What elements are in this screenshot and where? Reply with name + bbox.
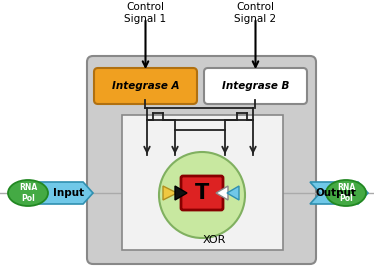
Text: Control
Signal 2: Control Signal 2 [234,2,276,24]
Ellipse shape [8,180,48,206]
Text: Input: Input [53,188,85,198]
Polygon shape [35,182,93,204]
Polygon shape [175,186,187,200]
Polygon shape [310,182,368,204]
FancyBboxPatch shape [204,68,307,104]
FancyBboxPatch shape [122,115,283,250]
Circle shape [159,152,245,238]
Polygon shape [216,186,228,200]
Text: T: T [195,183,209,203]
FancyBboxPatch shape [87,56,316,264]
Text: RNA
Pol: RNA Pol [19,183,37,203]
FancyBboxPatch shape [94,68,197,104]
FancyBboxPatch shape [181,176,223,210]
Polygon shape [163,186,177,200]
Ellipse shape [326,180,366,206]
Text: RNA
Pol: RNA Pol [337,183,355,203]
Text: XOR: XOR [202,235,226,245]
Text: Integrase B: Integrase B [222,81,289,91]
Polygon shape [227,186,239,200]
Text: Output: Output [316,188,356,198]
Text: Control
Signal 1: Control Signal 1 [125,2,166,24]
Text: Integrase A: Integrase A [112,81,179,91]
